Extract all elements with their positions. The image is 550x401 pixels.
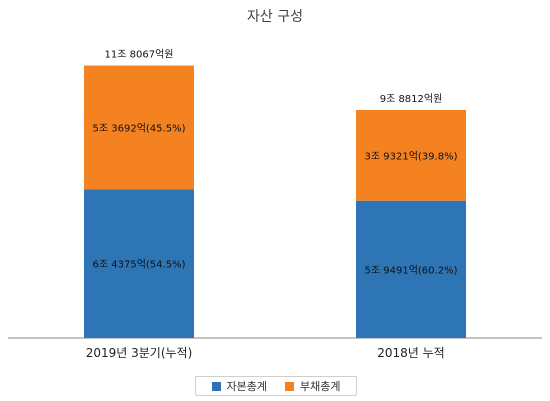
legend: 자본총계 부채총계 — [195, 376, 357, 396]
total-label-0: 11조 8067억원 — [105, 49, 174, 61]
legend-swatch-equity — [211, 381, 221, 391]
x-tick-label-0: 2019년 3분기(누적) — [86, 346, 193, 360]
data-label-equity-1: 5조 9491억(60.2%) — [365, 264, 458, 276]
chart-title: 자산 구성 — [247, 9, 303, 25]
bar-equity-1 — [356, 200, 466, 338]
data-label-liabilities-0: 5조 3692억(45.5%) — [93, 122, 186, 134]
legend-label-equity: 자본총계 — [226, 380, 267, 393]
x-tick-label-1: 2018년 누적 — [377, 346, 444, 360]
legend-label-liabilities: 부채총계 — [300, 380, 341, 393]
legend-item-equity[interactable]: 자본총계 — [211, 378, 267, 394]
total-label-1: 9조 8812억원 — [380, 93, 443, 105]
data-label-liabilities-1: 3조 9321억(39.8%) — [365, 150, 458, 162]
bar-equity-0 — [84, 189, 194, 338]
data-label-equity-0: 6조 4375억(54.5%) — [93, 259, 186, 271]
legend-item-liabilities[interactable]: 부채총계 — [285, 378, 340, 394]
legend-swatch-liabilities — [285, 381, 294, 391]
bar-liabilities-1 — [356, 109, 466, 201]
bar-liabilities-0 — [84, 65, 194, 190]
